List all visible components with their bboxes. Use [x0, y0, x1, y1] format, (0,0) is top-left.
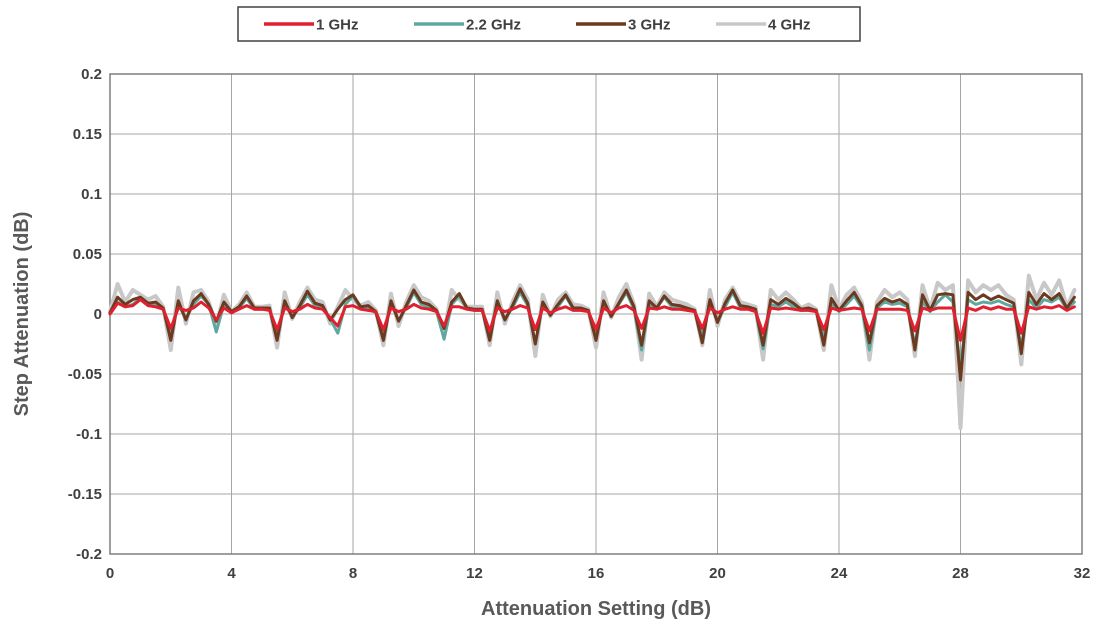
series-line-1-ghz — [108, 298, 1076, 342]
y-tick-label: -0.1 — [76, 426, 102, 443]
x-tick-label: 20 — [709, 565, 726, 582]
y-tick-label: 0 — [94, 306, 102, 323]
x-tick-label: 32 — [1074, 565, 1091, 582]
y-tick-label: -0.2 — [76, 546, 102, 563]
x-axis-title: Attenuation Setting (dB) — [481, 598, 711, 620]
y-tick-label: 0.1 — [81, 186, 102, 203]
legend-item-4-ghz: 4 GHz — [716, 17, 811, 34]
legend-label: 3 GHz — [628, 17, 671, 34]
x-tick-label: 28 — [952, 565, 969, 582]
x-tick-label: 24 — [831, 565, 848, 582]
x-tick-label: 4 — [227, 565, 236, 582]
legend-label: 1 GHz — [316, 17, 359, 34]
legend-label: 4 GHz — [768, 17, 811, 34]
y-axis-title: Step Attenuation (dB) — [11, 212, 33, 417]
legend-label: 2.2 GHz — [466, 17, 521, 34]
legend-item-1-ghz: 1 GHz — [264, 17, 359, 34]
legend-item-2-2-ghz: 2.2 GHz — [414, 17, 521, 34]
x-tick-label: 16 — [588, 565, 605, 582]
x-tick-label: 8 — [349, 565, 357, 582]
series-lines — [108, 273, 1077, 430]
y-tick-label: 0.15 — [73, 126, 102, 143]
gridlines — [109, 73, 1083, 555]
x-tick-label: 0 — [106, 565, 114, 582]
y-tick-label: 0.2 — [81, 66, 102, 83]
y-axis-ticks: 0.2 0.15 0.1 0.05 0 -0.05 -0.1 -0.15 -0.2 — [68, 66, 102, 563]
series-line-4-ghz — [108, 273, 1077, 430]
x-axis-ticks: 0 4 8 12 16 20 24 28 32 — [106, 565, 1091, 582]
legend-item-3-ghz: 3 GHz — [576, 17, 671, 34]
x-tick-label: 12 — [466, 565, 483, 582]
y-tick-label: -0.05 — [68, 366, 102, 383]
y-tick-label: -0.15 — [68, 486, 102, 503]
legend: 1 GHz 2.2 GHz 3 GHz 4 GHz — [237, 6, 861, 42]
y-tick-label: 0.05 — [73, 246, 102, 263]
